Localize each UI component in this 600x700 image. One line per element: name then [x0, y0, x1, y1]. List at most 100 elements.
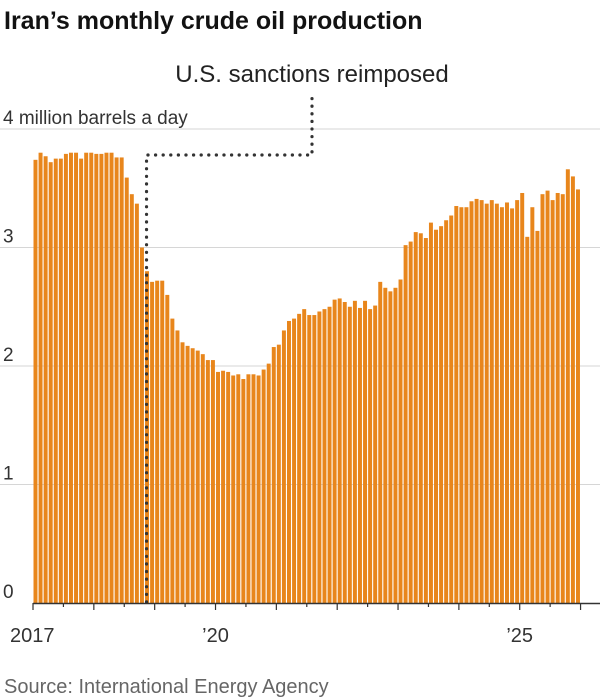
- bar: [287, 320, 291, 603]
- y-tick-label: 0: [3, 582, 14, 603]
- bar: [307, 315, 312, 603]
- bar: [89, 152, 94, 603]
- bar: [525, 236, 530, 603]
- bar: [114, 157, 119, 603]
- bar: [200, 354, 205, 603]
- sanctions-annotation: U.S. sanctions reimposed: [144, 61, 449, 604]
- bar: [216, 371, 220, 603]
- bar: [403, 245, 408, 603]
- bar: [418, 233, 423, 603]
- bar: [357, 307, 362, 603]
- bar: [58, 158, 63, 603]
- x-tick-label: ’25: [506, 625, 533, 647]
- bar: [322, 309, 327, 603]
- bar: [48, 162, 53, 603]
- y-axis: 0 1 2 3 4 million barrels a day: [3, 108, 188, 603]
- bar: [383, 287, 388, 603]
- bar: [297, 313, 302, 603]
- bar: [555, 192, 560, 604]
- bar: [99, 153, 104, 603]
- bar: [388, 291, 393, 603]
- bar: [575, 189, 580, 603]
- bar: [510, 208, 515, 603]
- bar: [38, 152, 43, 603]
- bar: [413, 232, 418, 603]
- bar: [256, 375, 261, 603]
- bar: [434, 229, 438, 603]
- bar: [565, 169, 570, 604]
- bar: [505, 202, 509, 603]
- bar: [428, 222, 433, 604]
- bar: [43, 156, 48, 603]
- bar: [550, 200, 555, 603]
- bar: [535, 230, 540, 603]
- bar: [352, 300, 357, 603]
- x-tick-label: ’20: [202, 625, 229, 647]
- bar: [271, 347, 276, 603]
- bar: [479, 200, 484, 603]
- bar: [302, 309, 307, 603]
- bar: [312, 315, 317, 603]
- bar: [363, 300, 368, 603]
- bar: [489, 200, 494, 603]
- bar: [499, 207, 504, 603]
- bar: [373, 305, 378, 603]
- y-tick-label: 3: [3, 227, 14, 248]
- bar: [231, 375, 236, 603]
- bar: [175, 330, 180, 603]
- bar: [398, 279, 403, 603]
- bar: [246, 374, 251, 603]
- bar: [393, 287, 398, 603]
- bar: [160, 280, 165, 603]
- bar: [464, 207, 469, 603]
- bar: [241, 379, 246, 603]
- bar: [104, 152, 109, 603]
- bar: [332, 299, 337, 603]
- bar: [79, 158, 84, 603]
- bar: [515, 200, 520, 603]
- bar: [570, 176, 575, 603]
- bar: [484, 203, 489, 603]
- bar: [530, 207, 535, 603]
- chart-title: Iran’s monthly crude oil production: [4, 7, 423, 35]
- bar: [423, 238, 428, 603]
- bar: [378, 281, 383, 603]
- bar: [251, 374, 256, 603]
- bar: [266, 363, 271, 603]
- bar: [317, 311, 322, 603]
- bar: [124, 177, 129, 603]
- bar: [180, 342, 185, 603]
- bar: [449, 215, 454, 603]
- bar: [337, 298, 342, 603]
- bar: [540, 194, 545, 604]
- bar: [494, 203, 499, 603]
- bar: [281, 330, 286, 603]
- bar: [170, 318, 175, 603]
- y-tick-label: 1: [3, 464, 14, 485]
- bar: [459, 207, 464, 603]
- x-tick-label: 2017: [10, 625, 55, 647]
- bar: [139, 247, 144, 603]
- bar: [109, 152, 114, 603]
- bar: [439, 226, 444, 604]
- bar: [261, 369, 266, 603]
- bar: [119, 157, 124, 603]
- bar: [469, 201, 474, 603]
- bar: [94, 153, 99, 603]
- bar: [347, 306, 352, 603]
- bar: [190, 348, 195, 603]
- bar: [165, 294, 170, 603]
- bar: [327, 306, 332, 603]
- bar: [134, 203, 139, 603]
- x-axis: 2017 ’20 ’25: [10, 602, 600, 647]
- bar: [560, 194, 565, 604]
- y-tick-label: 4 million barrels a day: [3, 108, 188, 129]
- bar: [368, 309, 373, 603]
- bar: [226, 371, 231, 603]
- y-tick-label: 2: [3, 345, 14, 366]
- bar: [155, 280, 160, 603]
- source-note: Source: International Energy Agency: [4, 676, 329, 698]
- bar: [520, 192, 525, 604]
- bar: [145, 271, 150, 603]
